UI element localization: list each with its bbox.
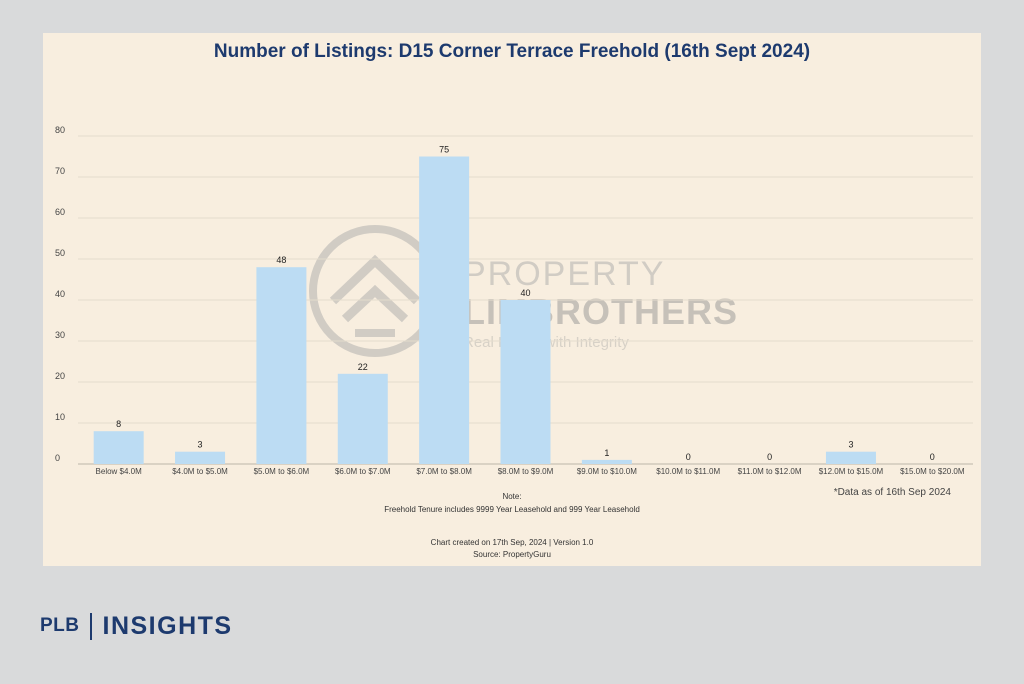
bar bbox=[256, 267, 307, 464]
data-label: 1 bbox=[604, 448, 609, 458]
y-tick-label: 10 bbox=[55, 412, 65, 422]
data-label: 48 bbox=[276, 255, 286, 265]
data-label: 0 bbox=[930, 452, 935, 462]
x-tick-label: $9.0M to $10.0M bbox=[577, 467, 637, 476]
chart-card: Number of Listings: D15 Corner Terrace F… bbox=[43, 33, 981, 566]
bar bbox=[581, 459, 632, 464]
bar bbox=[500, 300, 551, 464]
brand-logo: PLB INSIGHTS bbox=[40, 608, 233, 644]
y-tick-label: 70 bbox=[55, 166, 65, 176]
bar bbox=[419, 156, 470, 464]
bar bbox=[175, 451, 226, 464]
chart-created-text: Chart created on 17th Sep, 2024 | Versio… bbox=[430, 538, 594, 547]
x-tick-label: $8.0M to $9.0M bbox=[498, 467, 554, 476]
x-tick-label: $5.0M to $6.0M bbox=[254, 467, 310, 476]
y-tick-label: 30 bbox=[55, 330, 65, 340]
data-label: 0 bbox=[767, 452, 772, 462]
bar bbox=[93, 431, 144, 464]
y-tick-label: 80 bbox=[55, 125, 65, 135]
x-tick-label: $12.0M to $15.0M bbox=[819, 467, 884, 476]
x-tick-label: $4.0M to $5.0M bbox=[172, 467, 228, 476]
brand-name: INSIGHTS bbox=[102, 611, 233, 640]
data-label: 75 bbox=[439, 145, 449, 155]
x-tick-label: $15.0M to $20.0M bbox=[900, 467, 965, 476]
brand-divider bbox=[89, 612, 92, 640]
data-label: 22 bbox=[358, 362, 368, 372]
y-tick-label: 20 bbox=[55, 371, 65, 381]
bar bbox=[825, 451, 876, 464]
data-as-of-note: *Data as of 16th Sep 2024 bbox=[833, 487, 951, 498]
bar bbox=[337, 373, 388, 464]
data-label: 3 bbox=[198, 440, 203, 450]
data-label: 40 bbox=[520, 288, 530, 298]
data-label: 8 bbox=[116, 419, 121, 429]
brand-prefix: PLB bbox=[40, 615, 80, 636]
y-tick-label: 60 bbox=[55, 207, 65, 217]
note-text: Freehold Tenure includes 9999 Year Lease… bbox=[384, 505, 640, 514]
source-text: Source: PropertyGuru bbox=[473, 550, 551, 559]
y-tick-label: 50 bbox=[55, 248, 65, 258]
data-label: 0 bbox=[686, 452, 691, 462]
x-tick-label: Below $4.0M bbox=[96, 467, 143, 476]
x-tick-label: $6.0M to $7.0M bbox=[335, 467, 391, 476]
data-label: 3 bbox=[848, 440, 853, 450]
chart-title: Number of Listings: D15 Corner Terrace F… bbox=[213, 41, 811, 62]
note-label: Note: bbox=[502, 492, 522, 501]
x-tick-label: $7.0M to $8.0M bbox=[416, 467, 472, 476]
y-tick-label: 40 bbox=[55, 289, 65, 299]
x-tick-label: $10.0M to $11.0M bbox=[656, 467, 720, 476]
x-tick-label: $11.0M to $12.0M bbox=[738, 467, 802, 476]
y-tick-label: 0 bbox=[55, 453, 60, 463]
